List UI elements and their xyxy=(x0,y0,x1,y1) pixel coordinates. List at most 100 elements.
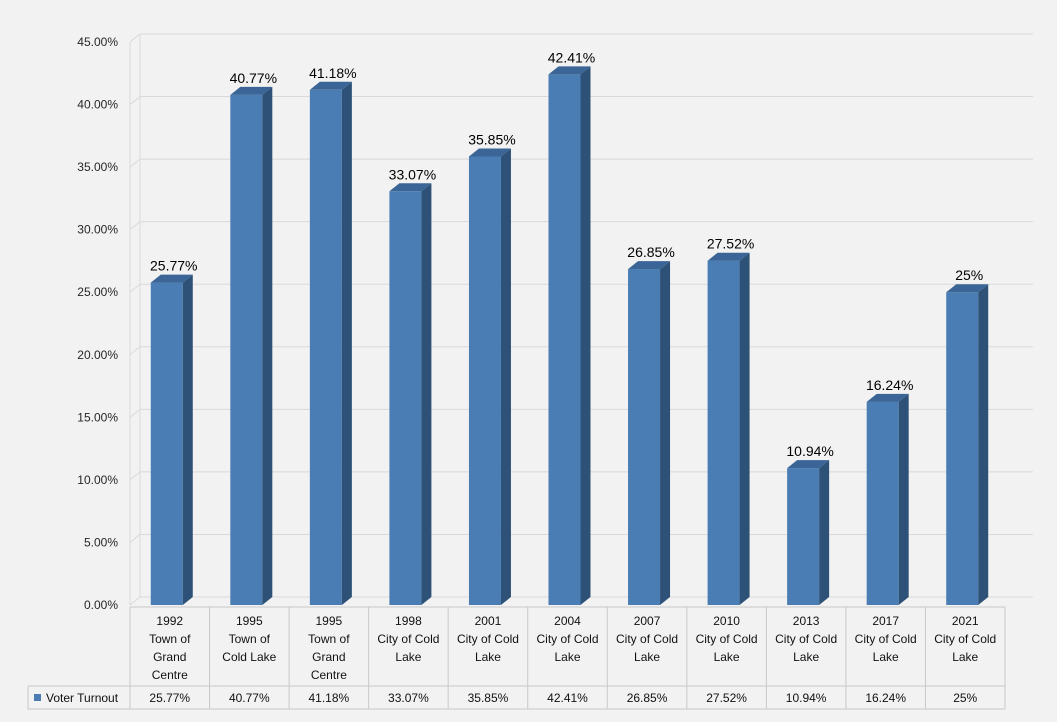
legend-label: Voter Turnout xyxy=(46,691,119,705)
bars xyxy=(150,66,989,606)
category-label-line: Lake xyxy=(793,650,819,664)
bar-top xyxy=(787,460,830,469)
table-cell: 16.24% xyxy=(865,691,906,705)
category-label-line: City of Cold xyxy=(696,632,758,646)
y-tick-label: 30.00% xyxy=(77,223,118,237)
category-label-line: 1998 xyxy=(395,614,422,628)
table-cell: 25% xyxy=(953,691,977,705)
bar-side xyxy=(262,86,273,605)
category-label-line: Lake xyxy=(475,650,501,664)
data-label: 16.24% xyxy=(866,377,913,393)
category-label: 1995 Town of Grand Centre xyxy=(308,614,350,682)
category-label-line: 1992 xyxy=(156,614,183,628)
category-label-line: 2004 xyxy=(554,614,581,628)
y-tick-label: 20.00% xyxy=(77,348,118,362)
table-cell: 33.07% xyxy=(388,691,429,705)
bar-top xyxy=(866,393,909,402)
bar xyxy=(548,66,591,605)
bar xyxy=(468,148,511,605)
bar-front xyxy=(150,282,183,605)
bar-front xyxy=(468,156,501,605)
category-label: 2021 City of Cold Lake xyxy=(934,614,996,664)
legend-swatch xyxy=(34,694,41,701)
bar-front xyxy=(946,292,979,605)
bar xyxy=(389,183,432,605)
bar-front xyxy=(230,94,263,605)
gridline-diagonal xyxy=(129,33,141,43)
bar-side xyxy=(341,81,352,606)
category-label-line: 2001 xyxy=(475,614,502,628)
category-label-line: Centre xyxy=(311,668,347,682)
category-label-line: 1995 xyxy=(316,614,343,628)
data-label: 26.85% xyxy=(627,244,674,260)
y-tick-label: 35.00% xyxy=(77,160,118,174)
category-label-line: City of Cold xyxy=(934,632,996,646)
bar-side xyxy=(182,274,193,605)
table-cell: 25.77% xyxy=(149,691,190,705)
bar-side xyxy=(978,284,989,605)
bar xyxy=(309,81,352,606)
y-tick-label: 45.00% xyxy=(77,35,118,49)
category-label-line: City of Cold xyxy=(616,632,678,646)
bar-side xyxy=(819,460,830,605)
category-label: 1992 Town of Grand Centre xyxy=(149,614,191,682)
bar-side xyxy=(421,183,432,605)
bar-top xyxy=(389,183,432,192)
data-label: 33.07% xyxy=(389,166,436,182)
category-label-line: Town of xyxy=(308,632,350,646)
y-tick-label: 25.00% xyxy=(77,285,118,299)
bar-side xyxy=(660,261,671,605)
category-label-line: 2017 xyxy=(872,614,899,628)
bar-side xyxy=(739,252,750,606)
category-label: 1995 Town of Cold Lake xyxy=(222,614,276,664)
bar-front xyxy=(866,401,899,605)
category-label: 2010 City of Cold Lake xyxy=(696,614,758,664)
table-cell: 40.77% xyxy=(229,691,270,705)
data-table: 1992 Town of Grand Centre 25.77% 1995 Town of C… xyxy=(27,606,1006,710)
gridline-diagonal xyxy=(129,408,141,418)
table-cell: 35.85% xyxy=(468,691,509,705)
category-label: 2007 City of Cold Lake xyxy=(616,614,678,664)
bar-front xyxy=(628,269,661,605)
bar xyxy=(150,274,193,605)
category-label-line: Cold Lake xyxy=(222,650,276,664)
gridline-diagonal xyxy=(129,283,141,293)
bar-top xyxy=(707,252,750,261)
gridline-diagonal xyxy=(129,221,141,231)
bar-top xyxy=(230,86,273,95)
category-label-line: 2013 xyxy=(793,614,820,628)
category-label-line: Grand xyxy=(153,650,186,664)
bar-side xyxy=(580,66,591,605)
gridline-diagonal xyxy=(129,596,141,606)
category-label-line: City of Cold xyxy=(855,632,917,646)
table-cell: 41.18% xyxy=(309,691,350,705)
category-label: 2013 City of Cold Lake xyxy=(775,614,837,664)
data-label: 40.77% xyxy=(230,70,277,86)
bar xyxy=(707,252,750,606)
bar xyxy=(230,86,273,605)
category-label-line: Centre xyxy=(152,668,188,682)
y-tick-label: 15.00% xyxy=(77,410,118,424)
table-cell: 26.85% xyxy=(627,691,668,705)
gridline-diagonal xyxy=(129,158,141,168)
y-tick-label: 5.00% xyxy=(84,535,118,549)
category-label-line: Grand xyxy=(312,650,345,664)
category-label-line: 2021 xyxy=(952,614,979,628)
data-label: 35.85% xyxy=(468,131,515,147)
y-tick-label: 40.00% xyxy=(77,98,118,112)
category-label-line: City of Cold xyxy=(377,632,439,646)
gridline-diagonal xyxy=(129,534,141,543)
category-label: 1998 City of Cold Lake xyxy=(377,614,439,664)
data-label: 25% xyxy=(955,267,983,283)
category-label-line: 2007 xyxy=(634,614,661,628)
bar-side xyxy=(898,393,909,605)
bar-top xyxy=(468,148,511,157)
category-label-line: 1995 xyxy=(236,614,263,628)
data-label: 41.18% xyxy=(309,65,356,81)
gridline-diagonal xyxy=(129,471,141,481)
gridline-diagonal xyxy=(129,96,141,105)
bar-front xyxy=(309,89,342,606)
category-label: 2001 City of Cold Lake xyxy=(457,614,519,664)
bar xyxy=(787,460,830,605)
